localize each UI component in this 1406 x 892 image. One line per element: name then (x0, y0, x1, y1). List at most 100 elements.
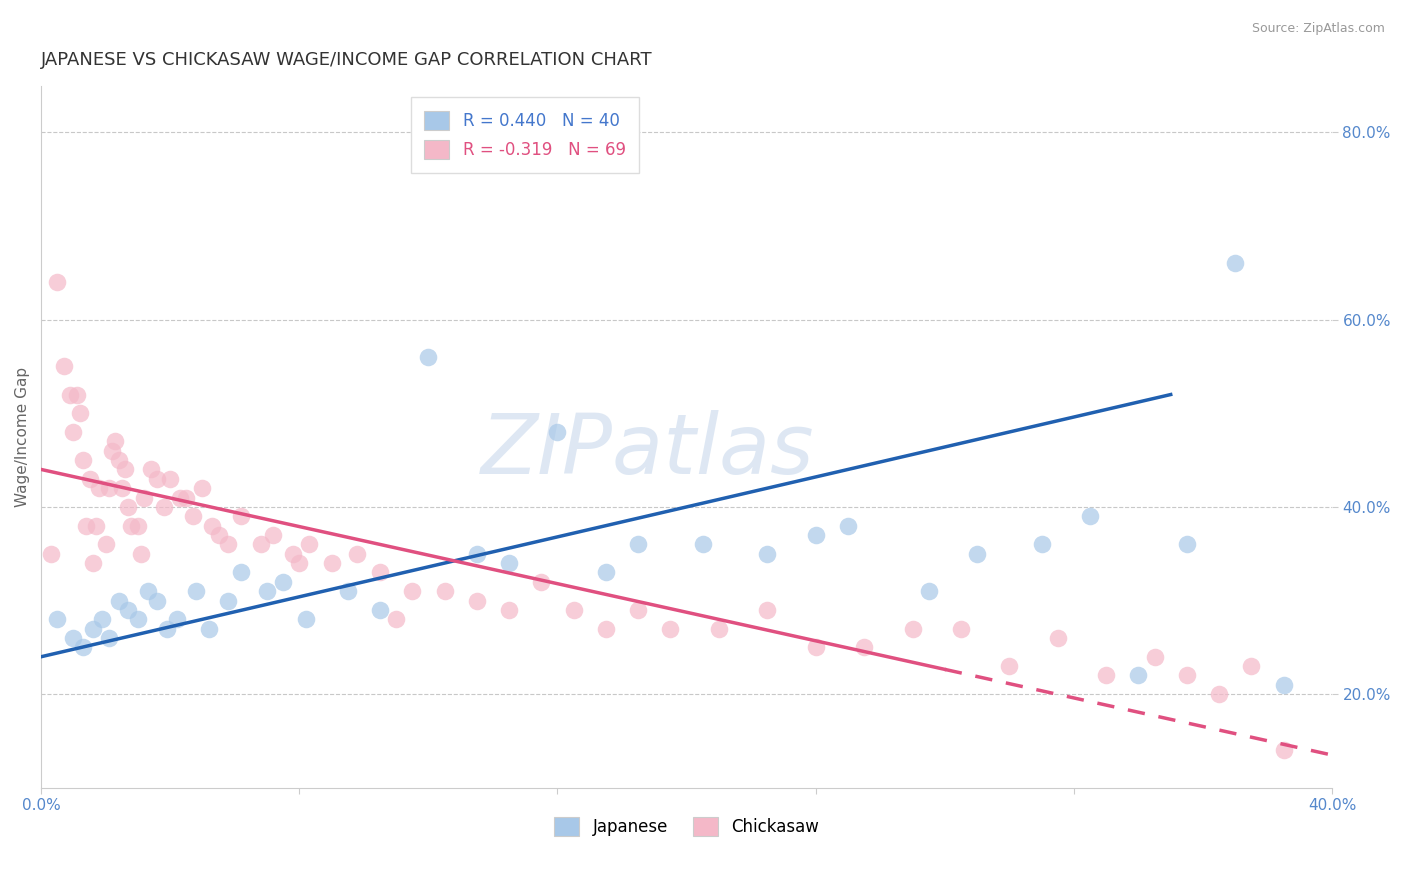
Point (294, 612, 316, 626)
Point (1031, 537, 1053, 551)
Point (1225, 256, 1247, 270)
Point (1208, 687, 1230, 701)
Point (129, 547, 152, 561)
Point (249, 537, 271, 551)
Point (59, 387, 82, 401)
Point (418, 350, 440, 364)
Point (104, 434, 127, 449)
Point (146, 593, 169, 607)
Point (111, 481, 134, 495)
Point (498, 603, 520, 617)
Point (97, 481, 120, 495)
Point (530, 574, 553, 589)
Point (1272, 743, 1295, 757)
Point (62, 631, 84, 645)
Point (336, 584, 359, 599)
Y-axis label: Wage/Income Gap: Wage/Income Gap (15, 367, 30, 507)
Point (271, 574, 294, 589)
Text: JAPANESE VS CHICKASAW WAGE/INCOME GAP CORRELATION CHART: JAPANESE VS CHICKASAW WAGE/INCOME GAP CO… (41, 51, 652, 69)
Point (595, 566, 617, 580)
Point (159, 472, 181, 486)
Point (117, 603, 139, 617)
Point (1128, 668, 1150, 682)
Point (169, 491, 191, 505)
Point (1046, 631, 1069, 645)
Point (401, 584, 423, 599)
Point (368, 603, 391, 617)
Point (1175, 668, 1198, 682)
Point (127, 518, 149, 533)
Point (465, 593, 488, 607)
Point (176, 491, 198, 505)
Point (82, 556, 104, 570)
Point (321, 556, 343, 570)
Point (627, 603, 650, 617)
Point (94, 537, 117, 551)
Point (1078, 509, 1101, 524)
Point (692, 537, 714, 551)
Point (127, 612, 149, 626)
Point (1240, 659, 1263, 673)
Point (72, 453, 94, 467)
Point (231, 509, 253, 524)
Point (139, 462, 162, 476)
Point (91, 612, 114, 626)
Point (136, 584, 159, 599)
Point (595, 622, 617, 636)
Point (756, 547, 779, 561)
Text: ZIPatlas: ZIPatlas (481, 410, 814, 491)
Point (207, 528, 229, 542)
Point (114, 462, 136, 476)
Point (1272, 678, 1295, 692)
Point (198, 622, 221, 636)
Point (346, 547, 368, 561)
Point (152, 500, 174, 514)
Point (853, 640, 876, 655)
Point (281, 547, 304, 561)
Point (256, 584, 278, 599)
Point (134, 491, 156, 505)
Point (263, 528, 285, 542)
Point (231, 566, 253, 580)
Point (288, 556, 311, 570)
Point (368, 566, 391, 580)
Point (181, 509, 204, 524)
Point (949, 622, 972, 636)
Point (298, 537, 321, 551)
Point (46, 275, 69, 289)
Point (901, 622, 924, 636)
Point (121, 518, 143, 533)
Point (837, 518, 859, 533)
Point (217, 593, 239, 607)
Legend: Japanese, Chickasaw: Japanese, Chickasaw (547, 810, 825, 843)
Point (562, 603, 585, 617)
Point (998, 659, 1021, 673)
Point (184, 584, 207, 599)
Point (217, 537, 239, 551)
Point (804, 640, 827, 655)
Point (101, 443, 124, 458)
Point (659, 622, 682, 636)
Point (65, 387, 87, 401)
Point (707, 622, 730, 636)
Point (498, 556, 520, 570)
Point (1175, 537, 1198, 551)
Point (1095, 668, 1118, 682)
Point (627, 537, 650, 551)
Point (166, 612, 188, 626)
Point (1143, 649, 1166, 664)
Point (146, 472, 169, 486)
Point (156, 622, 179, 636)
Point (547, 425, 569, 439)
Point (385, 612, 408, 626)
Point (465, 547, 488, 561)
Point (72, 640, 94, 655)
Point (756, 603, 779, 617)
Point (201, 518, 224, 533)
Point (107, 453, 129, 467)
Point (46, 612, 69, 626)
Point (433, 584, 456, 599)
Point (107, 593, 129, 607)
Point (804, 528, 827, 542)
Point (89, 481, 111, 495)
